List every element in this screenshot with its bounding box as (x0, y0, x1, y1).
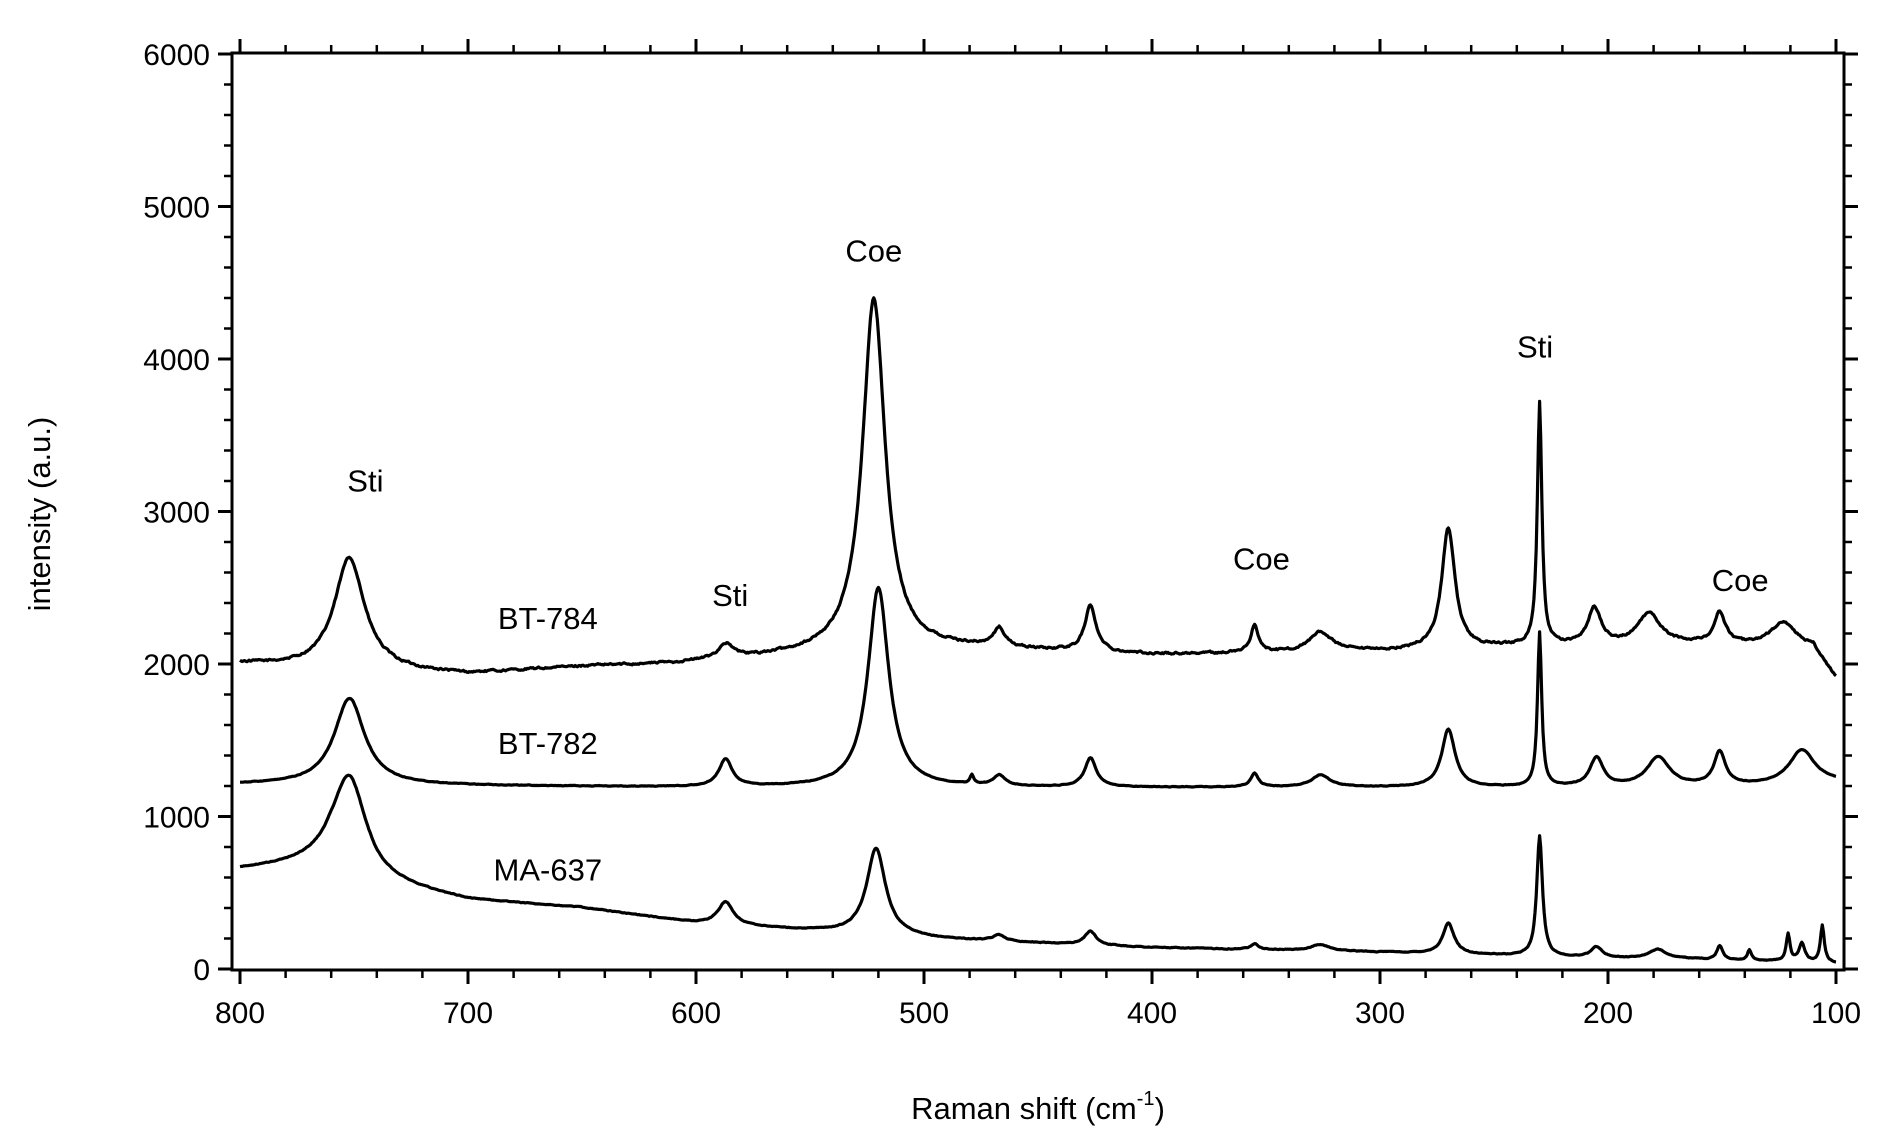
x-tick-label: 700 (443, 997, 493, 1030)
x-axis-title: Raman shift (cm-1) (911, 1088, 1165, 1126)
x-tick-label: 300 (1355, 997, 1405, 1030)
y-tick-label: 6000 (143, 39, 210, 72)
x-tick-label: 200 (1583, 997, 1633, 1030)
y-tick-label: 0 (193, 954, 210, 987)
y-axis-title: intensity (a.u.) (22, 417, 57, 612)
x-tick-label: 600 (671, 997, 721, 1030)
annotation-label: Coe (845, 233, 902, 268)
x-tick-label: 400 (1127, 997, 1177, 1030)
y-tick-label: 5000 (143, 192, 210, 225)
y-tick-label: 1000 (143, 802, 210, 835)
annotation-label: Coe (1233, 541, 1290, 576)
y-tick-label: 3000 (143, 497, 210, 530)
annotation-layer: Sti Sti Coe Coe Sti Coe BT-784 BT-782 MA-637 (347, 233, 1768, 887)
x-tick-label: 100 (1811, 997, 1861, 1030)
annotation-label: BT-782 (498, 726, 598, 761)
plot-frame (230, 51, 1846, 972)
annotation-label: BT-784 (498, 601, 598, 636)
axis-ticks (218, 39, 1858, 984)
series-layer (239, 296, 1838, 964)
y-tick-label: 2000 (143, 649, 210, 682)
series-line-ma-637 (239, 773, 1837, 964)
annotation-label: Sti (712, 578, 748, 613)
x-tick-label: 500 (899, 997, 949, 1030)
series-line-bt-784 (239, 296, 1838, 678)
y-tick-label: 4000 (143, 344, 210, 377)
series-line-bt-782 (239, 585, 1837, 789)
annotation-label: Sti (347, 464, 383, 499)
x-tick-label: 800 (215, 997, 265, 1030)
annotation-label: Sti (1517, 329, 1553, 364)
axis-tick-labels: 800 700 600 500 400 300 200 1000100020003000400… (143, 39, 1861, 1030)
annotation-label: MA-637 (494, 853, 603, 888)
annotation-label: Coe (1712, 563, 1769, 598)
